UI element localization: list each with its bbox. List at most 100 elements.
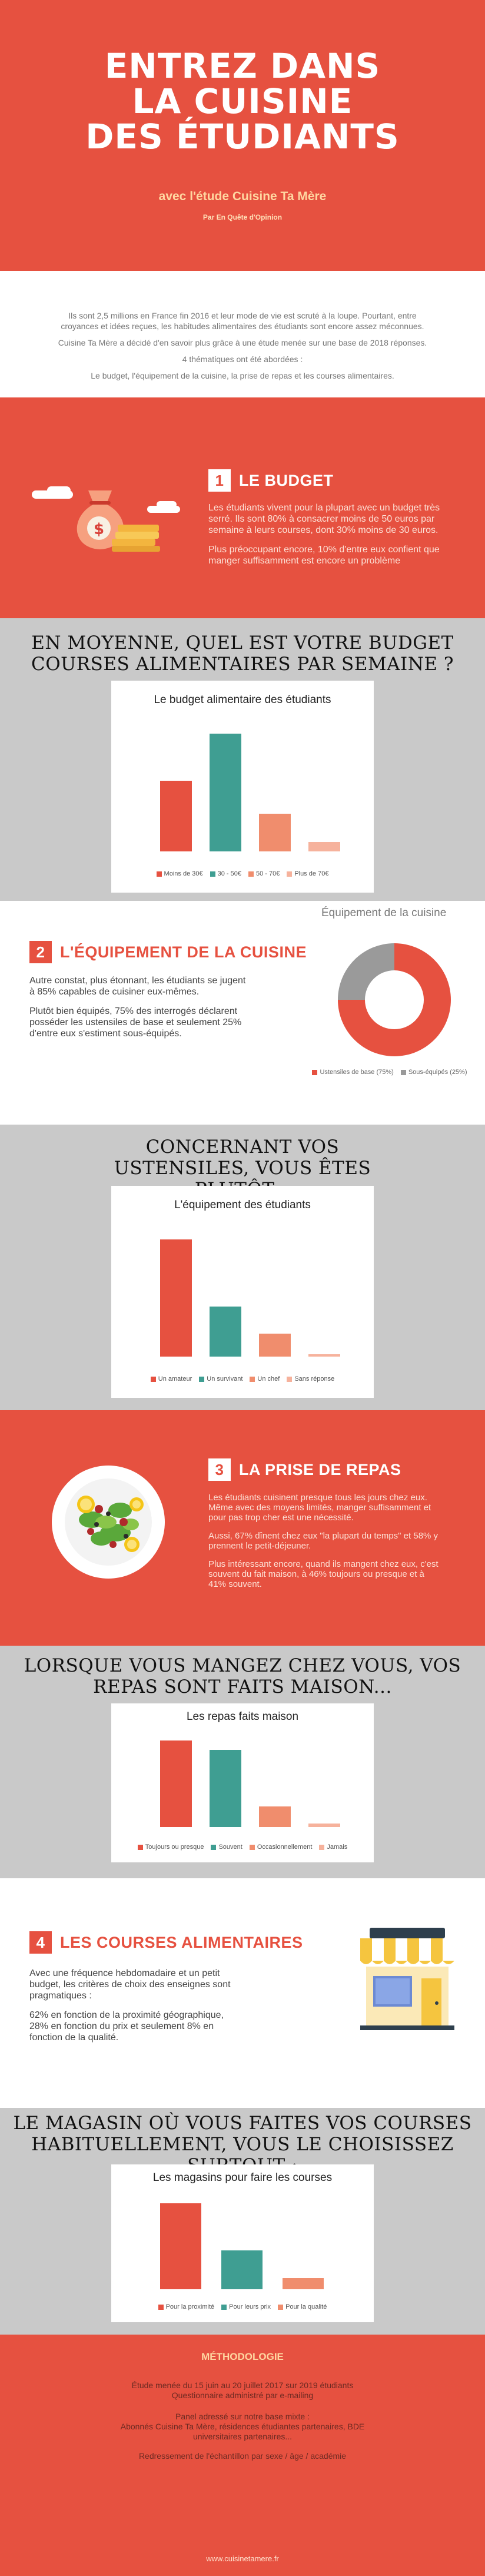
legend-item: 50 - 70€ <box>248 870 280 877</box>
legend-item: 30 - 50€ <box>210 870 241 877</box>
groceries-text: Avec une fréquence hebdomadaire et un pe… <box>29 1968 241 2051</box>
website-link[interactable]: www.cuisinetamere.fr <box>206 2554 279 2563</box>
title-line-3: DES ÉTUDIANTS <box>85 117 400 157</box>
theme-number-badge: 3 <box>208 1458 231 1481</box>
intro-line-2: croyances et idées reçues, les habitudes… <box>61 321 424 331</box>
intro-line-1: Ils sont 2,5 millions en France fin 2016… <box>68 311 417 320</box>
legend-item: Sous-équipés (25%) <box>400 1069 467 1076</box>
meals-title: 3 LA PRISE DE REPAS <box>208 1458 401 1481</box>
methodology-line-1: Étude menée du 15 juin au 20 juillet 201… <box>131 2381 354 2390</box>
legend-swatch <box>210 871 215 877</box>
legend-label: Toujours ou presque <box>145 1844 204 1851</box>
chart-bar <box>259 814 291 851</box>
legend-swatch <box>221 2304 227 2310</box>
legend-item: Pour leurs prix <box>221 2303 271 2310</box>
legend-label: Sans réponse <box>294 1375 335 1383</box>
pie-slice <box>338 943 394 1000</box>
legend-swatch <box>250 1376 255 1382</box>
legend-swatch <box>287 871 293 877</box>
legend-item: Ustensiles de base (75%) <box>312 1069 394 1076</box>
chart-bar <box>283 2278 324 2289</box>
equipment-paragraph-1: Autre constat, plus étonnant, les étudia… <box>29 976 246 997</box>
legend-item: Occasionnellement <box>249 1844 313 1851</box>
chart-bar <box>160 2203 201 2289</box>
methodology-line-5: universitaires partenaires... <box>192 2432 293 2441</box>
question-3-section: LORSQUE VOUS MANGEZ CHEZ VOUS, VOS REPAS… <box>0 1646 485 1878</box>
legend-label: Un chef <box>257 1375 280 1383</box>
legend-item: Un amateur <box>150 1375 192 1383</box>
legend-swatch <box>278 2304 284 2310</box>
chart-bar <box>160 1239 192 1357</box>
legend-label: Un survivant <box>207 1375 243 1383</box>
theme-number-badge: 1 <box>208 469 231 492</box>
legend-swatch <box>287 1376 293 1382</box>
chart-bar <box>210 734 241 851</box>
methodology-line-2: Questionnaire administré par e-mailing <box>171 2391 314 2400</box>
legend-swatch <box>211 1844 217 1850</box>
groceries-title: 4 LES COURSES ALIMENTAIRES <box>29 1931 303 1954</box>
chart-panel-1: Le budget alimentaire des étudiants Moin… <box>111 681 374 893</box>
chart-panel-4: Les magasins pour faire les courses Pour… <box>111 2164 374 2322</box>
byline: Par En Quête d'Opinion <box>202 213 283 221</box>
chart-panel-3: Les repas faits maison Toujours ou presq… <box>111 1703 374 1862</box>
methodology-line-4: Abonnés Cuisine Ta Mère, résidences étud… <box>120 2422 365 2431</box>
question-4-section: LE MAGASIN OÙ VOUS FAITES VOS COURSES HA… <box>0 2108 485 2335</box>
legend-item: Pour la proximité <box>158 2303 214 2310</box>
legend-label: Sous-équipés (25%) <box>408 1069 467 1076</box>
theme-number-badge: 2 <box>29 941 52 963</box>
legend-item: Sans réponse <box>287 1375 334 1383</box>
page-title: ENTREZ DANS LA CUISINE DES ÉTUDIANTS <box>0 48 485 154</box>
svg-text:$: $ <box>94 520 104 538</box>
pie-chart <box>338 943 451 1056</box>
chart-panel-2: L'équipement des étudiants Un amateur Un … <box>111 1186 374 1398</box>
chart-1-title: Le budget alimentaire des étudiants <box>154 694 331 706</box>
groceries-section: 4 LES COURSES ALIMENTAIRES Avec une fréqu… <box>0 1878 485 2108</box>
intro-line-3: Cuisine Ta Mère a décidé d'en savoir plu… <box>58 338 427 347</box>
equipment-paragraph-2: Plutôt bien équipés, 75% des interrogés … <box>29 1006 242 1039</box>
methodology-line-6: Redressement de l'échantillon par sexe /… <box>138 2451 347 2461</box>
chart-2-title: L'équipement des étudiants <box>174 1199 311 1211</box>
legend-label: Souvent <box>218 1844 242 1851</box>
legend-label: Jamais <box>327 1844 348 1851</box>
legend-item: Pour la qualité <box>278 2303 327 2310</box>
intro-section: Ils sont 2,5 millions en France fin 2016… <box>0 271 485 397</box>
chart-bar <box>308 1354 340 1357</box>
legend-swatch <box>199 1376 205 1382</box>
legend-label: Un amateur <box>158 1375 192 1383</box>
budget-title: 1 LE BUDGET <box>208 469 334 492</box>
methodology-section: MÉTHODOLOGIE Étude menée du 15 juin au 2… <box>0 2335 485 2576</box>
salad-plate-icon <box>52 1466 165 1579</box>
budget-paragraph-2: Plus préoccupant encore, 10% d'entre eux… <box>208 545 440 566</box>
chart-2-legend: Un amateur Un survivant Un chef Sans répons… <box>111 1375 374 1383</box>
legend-label: Occasionnellement <box>257 1844 313 1851</box>
meals-paragraph-1: Les étudiants cuisinent presque tous les… <box>208 1493 431 1523</box>
question-1: EN MOYENNE, QUEL EST VOTRE BUDGET COURSE… <box>31 632 454 675</box>
intro-line-4: 4 thématiques ont été abordées : <box>182 354 303 364</box>
chart-4-title: Les magasins pour faire les courses <box>152 2171 333 2184</box>
legend-label: Ustensiles de base (75%) <box>320 1069 394 1076</box>
methodology-title: MÉTHODOLOGIE <box>201 2351 284 2362</box>
legend-swatch <box>156 871 162 877</box>
chart-bar <box>259 1806 291 1827</box>
chart-bar <box>210 1307 241 1357</box>
question-2-section: CONCERNANT VOS USTENSILES, VOUS ÊTES PLU… <box>0 1125 485 1410</box>
money-bag-icon: $ <box>32 486 180 552</box>
legend-label: Plus de 70€ <box>294 870 329 878</box>
legend-label: 50 - 70€ <box>255 870 280 878</box>
legend-item: Un survivant <box>199 1375 242 1383</box>
legend-swatch <box>158 2304 164 2310</box>
legend-item: Un chef <box>250 1375 280 1383</box>
intro-line-5: Le budget, l'équipement de la cuisine, l… <box>91 371 394 380</box>
legend-swatch <box>248 871 254 877</box>
meals-text: Les étudiants cuisinent presque tous les… <box>208 1493 444 1597</box>
pie-chart-legend: Ustensiles de base (75%) Sous-équipés (25… <box>294 1069 485 1076</box>
header-section: ENTREZ DANS LA CUISINE DES ÉTUDIANTS ave… <box>0 0 485 271</box>
legend-swatch <box>319 1844 325 1850</box>
chart-1-legend: Moins de 30€ 30 - 50€ 50 - 70€ Plus de 70€ <box>111 870 374 877</box>
legend-label: Pour leurs prix <box>229 2303 271 2311</box>
pie-slice <box>338 943 451 1056</box>
subtitle: avec l'étude Cuisine Ta Mère <box>158 190 327 203</box>
budget-section: $ 1 LE BUDGET Les étudiants vivent pour l… <box>0 397 485 618</box>
budget-paragraph-1: Les étudiants vivent pour la plupart ave… <box>208 503 440 535</box>
legend-item: Moins de 30€ <box>156 870 203 877</box>
